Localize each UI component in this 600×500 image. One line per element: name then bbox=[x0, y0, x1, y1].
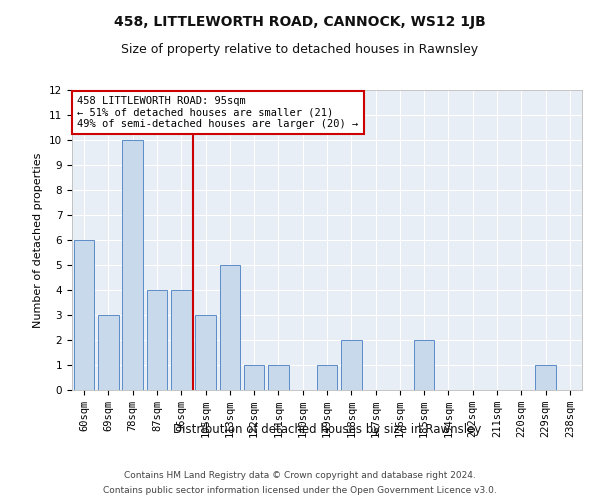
Bar bbox=[220, 265, 240, 390]
Text: 458 LITTLEWORTH ROAD: 95sqm
← 51% of detached houses are smaller (21)
49% of sem: 458 LITTLEWORTH ROAD: 95sqm ← 51% of det… bbox=[77, 96, 358, 129]
Bar bbox=[98, 315, 119, 390]
Bar bbox=[195, 315, 216, 390]
Y-axis label: Number of detached properties: Number of detached properties bbox=[34, 152, 43, 328]
Bar bbox=[414, 340, 434, 390]
Bar bbox=[146, 290, 167, 390]
Bar bbox=[317, 365, 337, 390]
Bar bbox=[341, 340, 362, 390]
Text: 458, LITTLEWORTH ROAD, CANNOCK, WS12 1JB: 458, LITTLEWORTH ROAD, CANNOCK, WS12 1JB bbox=[114, 15, 486, 29]
Text: Contains public sector information licensed under the Open Government Licence v3: Contains public sector information licen… bbox=[103, 486, 497, 495]
Bar bbox=[171, 290, 191, 390]
Bar bbox=[122, 140, 143, 390]
Text: Distribution of detached houses by size in Rawnsley: Distribution of detached houses by size … bbox=[173, 422, 481, 436]
Bar bbox=[74, 240, 94, 390]
Bar bbox=[268, 365, 289, 390]
Bar bbox=[244, 365, 265, 390]
Bar bbox=[535, 365, 556, 390]
Text: Contains HM Land Registry data © Crown copyright and database right 2024.: Contains HM Land Registry data © Crown c… bbox=[124, 471, 476, 480]
Text: Size of property relative to detached houses in Rawnsley: Size of property relative to detached ho… bbox=[121, 42, 479, 56]
